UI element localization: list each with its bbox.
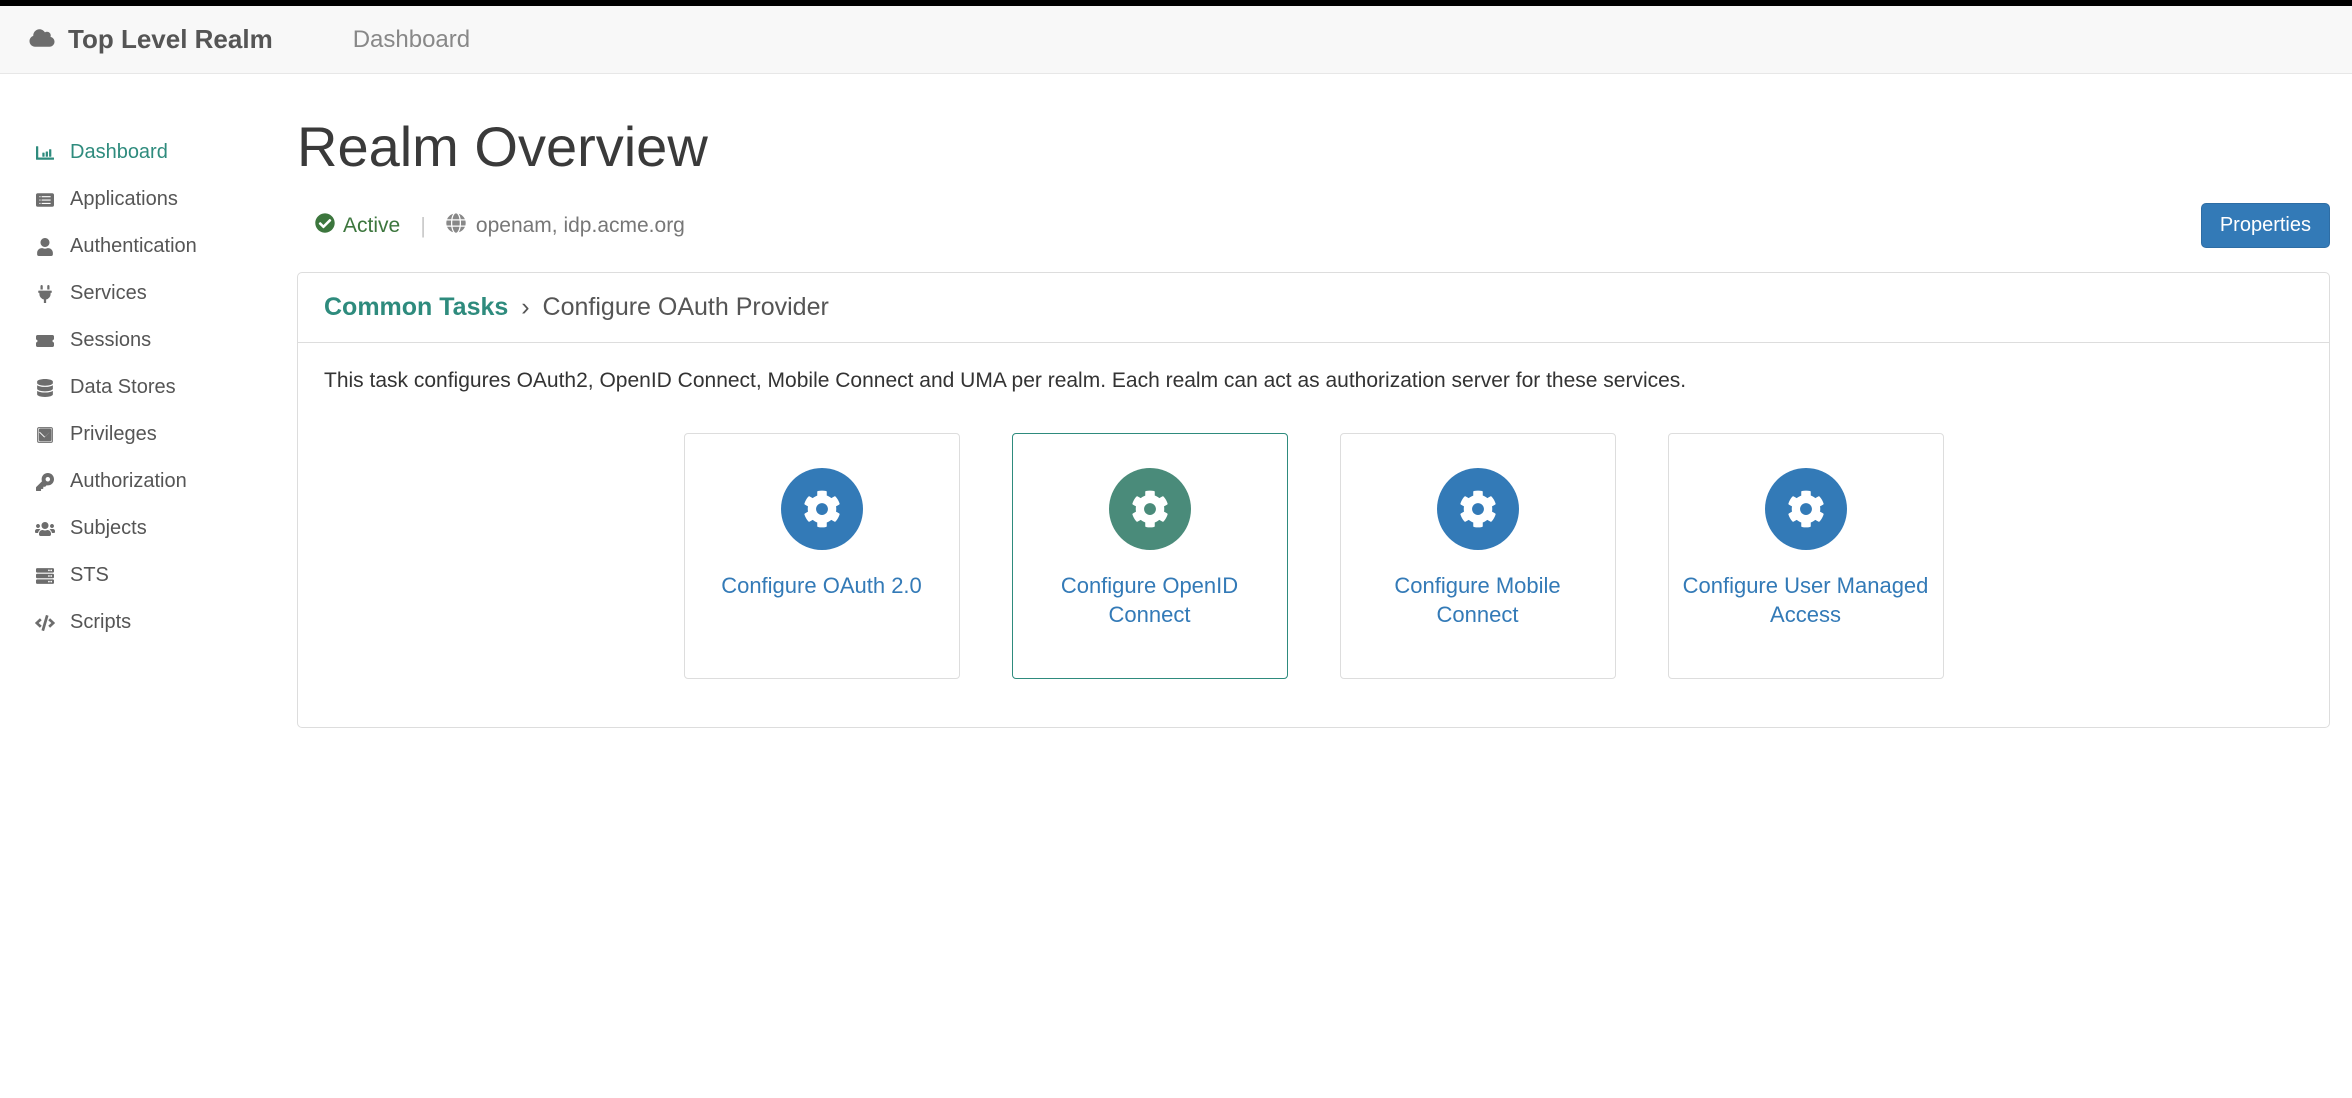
sidebar-item-scripts[interactable]: Scripts xyxy=(24,599,275,646)
task-card-configure-openid-connect[interactable]: Configure OpenID Connect xyxy=(1012,433,1288,679)
sidebar-item-label: Scripts xyxy=(70,611,131,634)
realm-title[interactable]: Top Level Realm xyxy=(28,24,273,55)
sidebar-item-authorization[interactable]: Authorization xyxy=(24,458,275,505)
breadcrumb-root[interactable]: Common Tasks xyxy=(324,293,508,321)
realm-title-text: Top Level Realm xyxy=(68,24,273,55)
status-domain-text: openam, idp.acme.org xyxy=(476,214,685,238)
main-content: Realm Overview Active | openam, idp.acme… xyxy=(275,74,2352,768)
status-active: Active xyxy=(315,213,400,239)
gear-icon xyxy=(1437,468,1519,550)
panel-description: This task configures OAuth2, OpenID Conn… xyxy=(324,369,2303,393)
sidebar-item-label: Privileges xyxy=(70,423,157,446)
status-row: Active | openam, idp.acme.org Properties xyxy=(297,203,2330,248)
sidebar-item-label: Sessions xyxy=(70,329,151,352)
users-icon xyxy=(34,520,56,538)
sidebar-item-label: Services xyxy=(70,282,147,305)
task-card-configure-user-managed-access[interactable]: Configure User Managed Access xyxy=(1668,433,1944,679)
sidebar-item-sessions[interactable]: Sessions xyxy=(24,317,275,364)
sidebar-item-label: Authentication xyxy=(70,235,197,258)
status-active-label: Active xyxy=(343,214,400,238)
common-tasks-panel: Common Tasks › Configure OAuth Provider … xyxy=(297,272,2330,728)
server-icon xyxy=(34,567,56,585)
page-title: Realm Overview xyxy=(297,114,2330,179)
sidebar-item-privileges[interactable]: Privileges xyxy=(24,411,275,458)
database-icon xyxy=(34,379,56,397)
sidebar-item-applications[interactable]: Applications xyxy=(24,176,275,223)
sidebar-item-data-stores[interactable]: Data Stores xyxy=(24,364,275,411)
globe-icon xyxy=(446,213,466,239)
ticket-icon xyxy=(34,332,56,350)
sidebar-item-label: Authorization xyxy=(70,470,187,493)
sidebar-item-subjects[interactable]: Subjects xyxy=(24,505,275,552)
sidebar-item-label: Data Stores xyxy=(70,376,176,399)
card-label: Configure Mobile Connect xyxy=(1341,572,1615,629)
breadcrumb-current: Configure OAuth Provider xyxy=(543,293,829,321)
card-label: Configure OpenID Connect xyxy=(1013,572,1287,629)
card-label: Configure OAuth 2.0 xyxy=(707,572,936,601)
sidebar-item-dashboard[interactable]: Dashboard xyxy=(24,129,275,176)
panel-body: This task configures OAuth2, OpenID Conn… xyxy=(298,343,2329,727)
gear-icon xyxy=(781,468,863,550)
cloud-icon xyxy=(28,24,56,55)
gear-icon xyxy=(1765,468,1847,550)
plug-icon xyxy=(34,285,56,303)
status-left: Active | openam, idp.acme.org xyxy=(297,213,685,239)
dashboard-icon xyxy=(34,144,56,162)
task-card-configure-mobile-connect[interactable]: Configure Mobile Connect xyxy=(1340,433,1616,679)
user-icon xyxy=(34,238,56,256)
key-icon xyxy=(34,473,56,491)
check-square-icon xyxy=(34,426,56,444)
check-circle-icon xyxy=(315,213,335,239)
sidebar: Dashboard Applications Authentication Servi… xyxy=(0,74,275,768)
topbar-breadcrumb[interactable]: Dashboard xyxy=(353,26,470,54)
card-label: Configure User Managed Access xyxy=(1669,572,1943,629)
properties-button[interactable]: Properties xyxy=(2201,203,2330,248)
sidebar-item-label: Subjects xyxy=(70,517,147,540)
sidebar-item-services[interactable]: Services xyxy=(24,270,275,317)
code-icon xyxy=(34,614,56,632)
breadcrumb-separator: › xyxy=(521,293,529,321)
sidebar-item-label: Applications xyxy=(70,188,178,211)
status-divider: | xyxy=(420,213,426,239)
topbar: Top Level Realm Dashboard xyxy=(0,6,2352,74)
panel-breadcrumb: Common Tasks › Configure OAuth Provider xyxy=(298,273,2329,343)
sidebar-item-authentication[interactable]: Authentication xyxy=(24,223,275,270)
sidebar-item-label: STS xyxy=(70,564,109,587)
status-domain: openam, idp.acme.org xyxy=(446,213,685,239)
task-cards: Configure OAuth 2.0 Configure OpenID Conn… xyxy=(324,433,2303,679)
list-icon xyxy=(34,191,56,209)
gear-icon xyxy=(1109,468,1191,550)
task-card-configure-oauth-2-0[interactable]: Configure OAuth 2.0 xyxy=(684,433,960,679)
sidebar-item-label: Dashboard xyxy=(70,141,168,164)
sidebar-item-sts[interactable]: STS xyxy=(24,552,275,599)
